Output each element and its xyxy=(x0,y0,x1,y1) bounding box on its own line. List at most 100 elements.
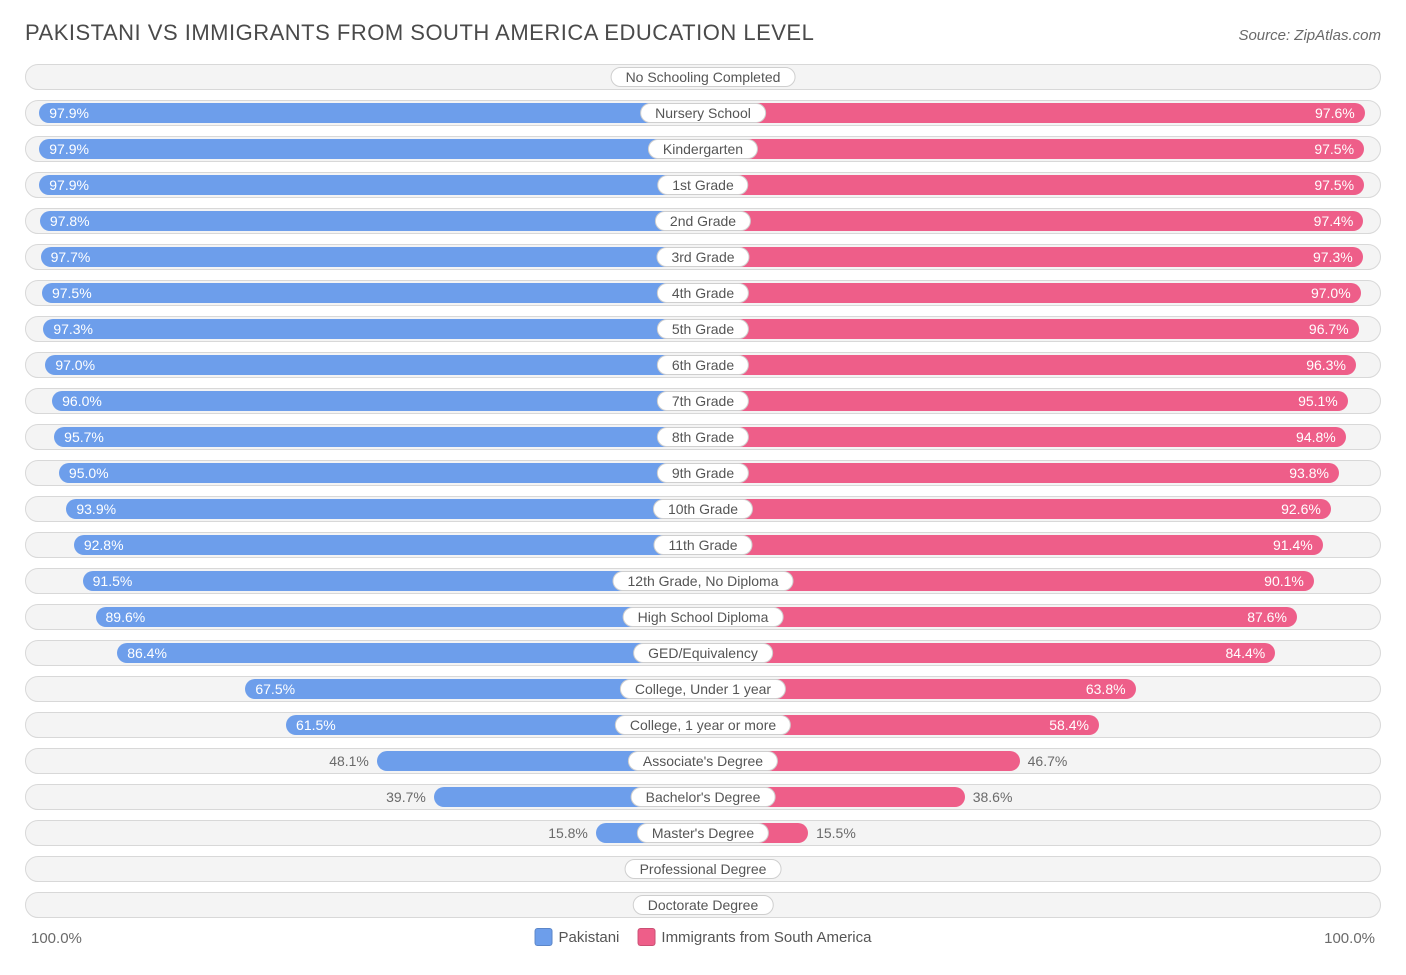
bar-left: 92.8% xyxy=(74,535,703,555)
row-category-label: College, Under 1 year xyxy=(620,679,786,699)
chart-row: 95.0% 93.8% 9th Grade xyxy=(25,460,1381,486)
bar-right: 97.0% xyxy=(703,283,1361,303)
chart-row: 91.5% 90.1% 12th Grade, No Diploma xyxy=(25,568,1381,594)
bar-right-value: 97.4% xyxy=(1314,213,1354,229)
chart-row: 97.7% 97.3% 3rd Grade xyxy=(25,244,1381,270)
bar-left: 97.5% xyxy=(42,283,703,303)
bar-left-value: 97.3% xyxy=(53,321,93,337)
bar-left-value: 95.0% xyxy=(69,465,109,481)
bar-left: 97.9% xyxy=(39,139,703,159)
bar-right: 96.3% xyxy=(703,355,1356,375)
bar-right: 95.1% xyxy=(703,391,1348,411)
chart-row: 4.8%4.6%Professional Degree xyxy=(25,856,1381,882)
axis-left-max: 100.0% xyxy=(31,930,82,947)
bar-right: 90.1% xyxy=(703,571,1314,591)
chart-row: 96.0% 95.1%7th Grade xyxy=(25,388,1381,414)
bar-right-value: 97.0% xyxy=(1311,285,1351,301)
bar-right-value: 93.8% xyxy=(1289,465,1329,481)
row-category-label: 5th Grade xyxy=(657,319,749,339)
bar-right-value: 84.4% xyxy=(1226,645,1266,661)
bar-right-value: 58.4% xyxy=(1049,717,1089,733)
bar-left: 95.7% xyxy=(54,427,703,447)
bar-right-value: 38.6% xyxy=(965,789,1013,805)
bar-left-value: 97.0% xyxy=(55,357,95,373)
bar-left: 95.0% xyxy=(59,463,703,483)
legend: Pakistani Immigrants from South America xyxy=(535,928,872,946)
bar-right-value: 97.5% xyxy=(1314,141,1354,157)
legend-item-right: Immigrants from South America xyxy=(637,928,871,946)
chart-title: PAKISTANI VS IMMIGRANTS FROM SOUTH AMERI… xyxy=(25,20,814,46)
bar-right-value: 90.1% xyxy=(1264,573,1304,589)
row-category-label: Nursery School xyxy=(640,103,766,123)
row-category-label: 2nd Grade xyxy=(655,211,751,231)
bar-right: 92.6% xyxy=(703,499,1331,519)
bar-right-value: 15.5% xyxy=(808,825,856,841)
chart-row: 48.1%46.7%Associate's Degree xyxy=(25,748,1381,774)
chart-row: 93.9%92.6%10th Grade xyxy=(25,496,1381,522)
bar-right-value: 97.3% xyxy=(1313,249,1353,265)
row-category-label: 11th Grade xyxy=(653,535,752,555)
bar-left: 96.0% xyxy=(52,391,703,411)
bar-left: 97.0% xyxy=(45,355,703,375)
row-category-label: 6th Grade xyxy=(657,355,749,375)
bar-right-value: 96.7% xyxy=(1309,321,1349,337)
bar-left-value: 97.9% xyxy=(49,105,89,121)
bar-left-value: 92.8% xyxy=(84,537,124,553)
chart-row: 97.5% 97.0% 4th Grade xyxy=(25,280,1381,306)
bar-left-value: 97.9% xyxy=(49,141,89,157)
bar-right: 94.8% xyxy=(703,427,1346,447)
row-category-label: 1st Grade xyxy=(657,175,748,195)
bar-left-value: 89.6% xyxy=(106,609,146,625)
bar-right-value: 97.6% xyxy=(1315,105,1355,121)
chart-row: 61.5% 58.4% College, 1 year or more xyxy=(25,712,1381,738)
diverging-bar-chart: 2.1%2.5%No Schooling Completed 97.9% 97.6%… xyxy=(25,64,1381,918)
row-category-label: Kindergarten xyxy=(648,139,758,159)
bar-right: 96.7% xyxy=(703,319,1359,339)
chart-row: 67.5%63.8%College, Under 1 year xyxy=(25,676,1381,702)
legend-label-right: Immigrants from South America xyxy=(661,929,871,946)
bar-left-value: 97.9% xyxy=(49,177,89,193)
bar-left: 93.9% xyxy=(66,499,703,519)
bar-right: 97.3% xyxy=(703,247,1363,267)
bar-right-value: 97.5% xyxy=(1314,177,1354,193)
bar-left-value: 97.7% xyxy=(51,249,91,265)
bar-left: 91.5% xyxy=(83,571,703,591)
bar-left: 89.6% xyxy=(96,607,703,627)
row-category-label: 4th Grade xyxy=(657,283,749,303)
row-category-label: Associate's Degree xyxy=(628,751,778,771)
bar-right-value: 96.3% xyxy=(1306,357,1346,373)
bar-left-value: 91.5% xyxy=(93,573,133,589)
legend-label-left: Pakistani xyxy=(559,929,620,946)
chart-source: Source: ZipAtlas.com xyxy=(1238,27,1381,44)
chart-row: 86.4% 84.4% GED/Equivalency xyxy=(25,640,1381,666)
chart-row: 89.6% 87.6% High School Diploma xyxy=(25,604,1381,630)
bar-right: 97.5% xyxy=(703,175,1364,195)
bar-left-value: 67.5% xyxy=(255,681,295,697)
bar-left-value: 95.7% xyxy=(64,429,104,445)
chart-row: 2.1%2.5%No Schooling Completed xyxy=(25,64,1381,90)
row-category-label: 12th Grade, No Diploma xyxy=(613,571,794,591)
chart-row: 2.0%1.8%Doctorate Degree xyxy=(25,892,1381,918)
row-category-label: College, 1 year or more xyxy=(615,715,791,735)
chart-row: 97.9% 97.5% Kindergarten xyxy=(25,136,1381,162)
bar-left-value: 96.0% xyxy=(62,393,102,409)
bar-left: 86.4% xyxy=(117,643,703,663)
row-category-label: Master's Degree xyxy=(637,823,769,843)
row-category-label: 7th Grade xyxy=(657,391,749,411)
bar-right-value: 87.6% xyxy=(1247,609,1287,625)
row-category-label: 3rd Grade xyxy=(656,247,749,267)
row-category-label: Doctorate Degree xyxy=(633,895,774,915)
row-category-label: Bachelor's Degree xyxy=(631,787,776,807)
bar-left-value: 97.5% xyxy=(52,285,92,301)
row-category-label: High School Diploma xyxy=(623,607,784,627)
bar-left-value: 86.4% xyxy=(127,645,167,661)
bar-right: 93.8% xyxy=(703,463,1339,483)
bar-left-value: 61.5% xyxy=(296,717,336,733)
chart-row: 92.8%91.4%11th Grade xyxy=(25,532,1381,558)
row-category-label: Professional Degree xyxy=(625,859,782,879)
row-category-label: GED/Equivalency xyxy=(633,643,773,663)
bar-right: 84.4% xyxy=(703,643,1275,663)
bar-right: 97.5% xyxy=(703,139,1364,159)
chart-row: 15.8%15.5%Master's Degree xyxy=(25,820,1381,846)
row-category-label: 9th Grade xyxy=(657,463,749,483)
